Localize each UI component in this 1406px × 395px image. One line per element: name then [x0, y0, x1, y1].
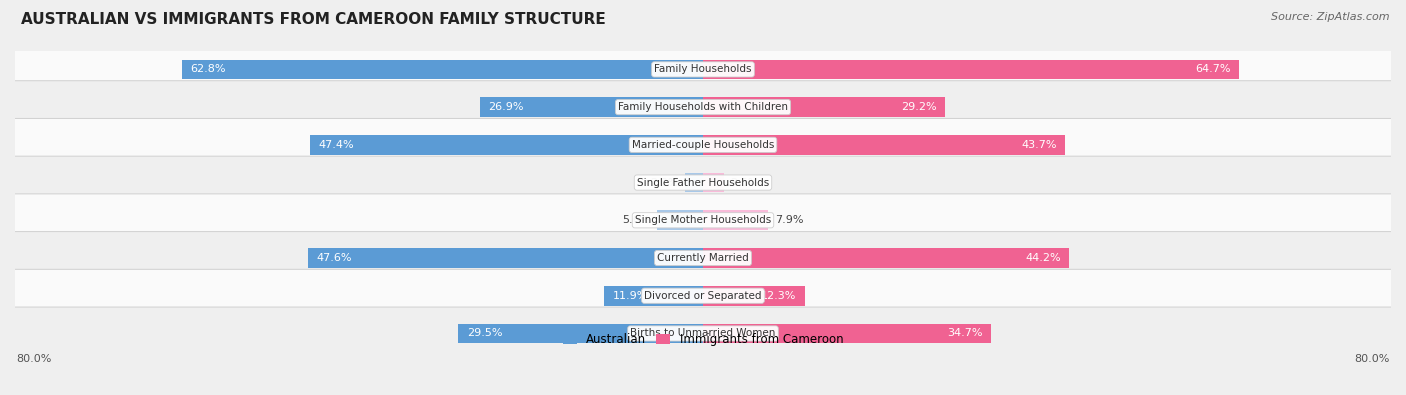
- Text: 11.9%: 11.9%: [613, 291, 648, 301]
- Text: Single Father Households: Single Father Households: [637, 178, 769, 188]
- Text: 47.4%: 47.4%: [318, 140, 354, 150]
- Text: 12.3%: 12.3%: [761, 291, 797, 301]
- Text: Divorced or Separated: Divorced or Separated: [644, 291, 762, 301]
- Text: 2.5%: 2.5%: [730, 178, 759, 188]
- Text: Family Households with Children: Family Households with Children: [619, 102, 787, 112]
- Bar: [479, 97, 703, 117]
- Bar: [703, 97, 945, 117]
- FancyBboxPatch shape: [13, 231, 1393, 284]
- Text: 80.0%: 80.0%: [17, 354, 52, 364]
- Bar: [703, 173, 724, 192]
- Text: 43.7%: 43.7%: [1021, 140, 1057, 150]
- Text: 29.2%: 29.2%: [901, 102, 936, 112]
- Bar: [311, 135, 703, 155]
- Text: Married-couple Households: Married-couple Households: [631, 140, 775, 150]
- Bar: [703, 60, 1239, 79]
- Text: 80.0%: 80.0%: [1354, 354, 1389, 364]
- Text: 26.9%: 26.9%: [488, 102, 524, 112]
- FancyBboxPatch shape: [13, 307, 1393, 360]
- Text: Source: ZipAtlas.com: Source: ZipAtlas.com: [1271, 12, 1389, 22]
- Text: 29.5%: 29.5%: [467, 328, 502, 339]
- Text: Single Mother Households: Single Mother Households: [636, 215, 770, 225]
- Bar: [657, 211, 703, 230]
- Bar: [703, 248, 1070, 268]
- Bar: [308, 248, 703, 268]
- Text: 34.7%: 34.7%: [946, 328, 983, 339]
- FancyBboxPatch shape: [13, 81, 1393, 134]
- Text: 47.6%: 47.6%: [316, 253, 353, 263]
- Text: 7.9%: 7.9%: [775, 215, 804, 225]
- FancyBboxPatch shape: [13, 118, 1393, 171]
- Bar: [703, 135, 1066, 155]
- Text: 64.7%: 64.7%: [1195, 64, 1232, 74]
- Text: 2.2%: 2.2%: [650, 178, 678, 188]
- Text: Family Households: Family Households: [654, 64, 752, 74]
- Bar: [605, 286, 703, 305]
- Text: Births to Unmarried Women: Births to Unmarried Women: [630, 328, 776, 339]
- Bar: [685, 173, 703, 192]
- FancyBboxPatch shape: [13, 43, 1393, 96]
- Bar: [458, 324, 703, 343]
- FancyBboxPatch shape: [13, 269, 1393, 322]
- Text: 5.6%: 5.6%: [621, 215, 650, 225]
- FancyBboxPatch shape: [13, 156, 1393, 209]
- FancyBboxPatch shape: [13, 194, 1393, 247]
- Bar: [703, 286, 806, 305]
- Text: Currently Married: Currently Married: [657, 253, 749, 263]
- Text: 62.8%: 62.8%: [191, 64, 226, 74]
- Text: AUSTRALIAN VS IMMIGRANTS FROM CAMEROON FAMILY STRUCTURE: AUSTRALIAN VS IMMIGRANTS FROM CAMEROON F…: [21, 12, 606, 27]
- Legend: Australian, Immigrants from Cameroon: Australian, Immigrants from Cameroon: [560, 329, 846, 350]
- Bar: [703, 324, 991, 343]
- Text: 44.2%: 44.2%: [1025, 253, 1062, 263]
- Bar: [183, 60, 703, 79]
- Bar: [703, 211, 769, 230]
